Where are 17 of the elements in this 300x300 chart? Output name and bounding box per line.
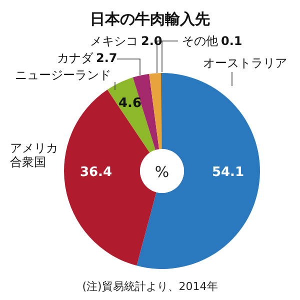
slice-label: メキシコ: [90, 34, 138, 48]
slice-label: その他: [182, 34, 218, 48]
donut-slice: [149, 73, 162, 150]
data-label: 54.1: [212, 165, 244, 180]
data-label: 2.7: [96, 51, 118, 65]
slice-label: ニュージーランド: [15, 68, 111, 82]
data-label: 0.1: [221, 34, 242, 48]
data-label: 36.4: [80, 165, 112, 180]
donut-slice: [64, 90, 156, 266]
slice-label: オーストラリア: [203, 56, 287, 70]
text: %: [154, 163, 170, 181]
text: (注)貿易統計より、2014年: [82, 280, 218, 293]
data-label: 4.6: [118, 96, 142, 111]
data-label: 2.0: [141, 34, 162, 48]
chart-title: 日本の牛肉輸入先: [90, 10, 210, 28]
slice-label: カナダ: [57, 51, 94, 65]
slice-label: アメリカ合衆国: [10, 141, 58, 169]
